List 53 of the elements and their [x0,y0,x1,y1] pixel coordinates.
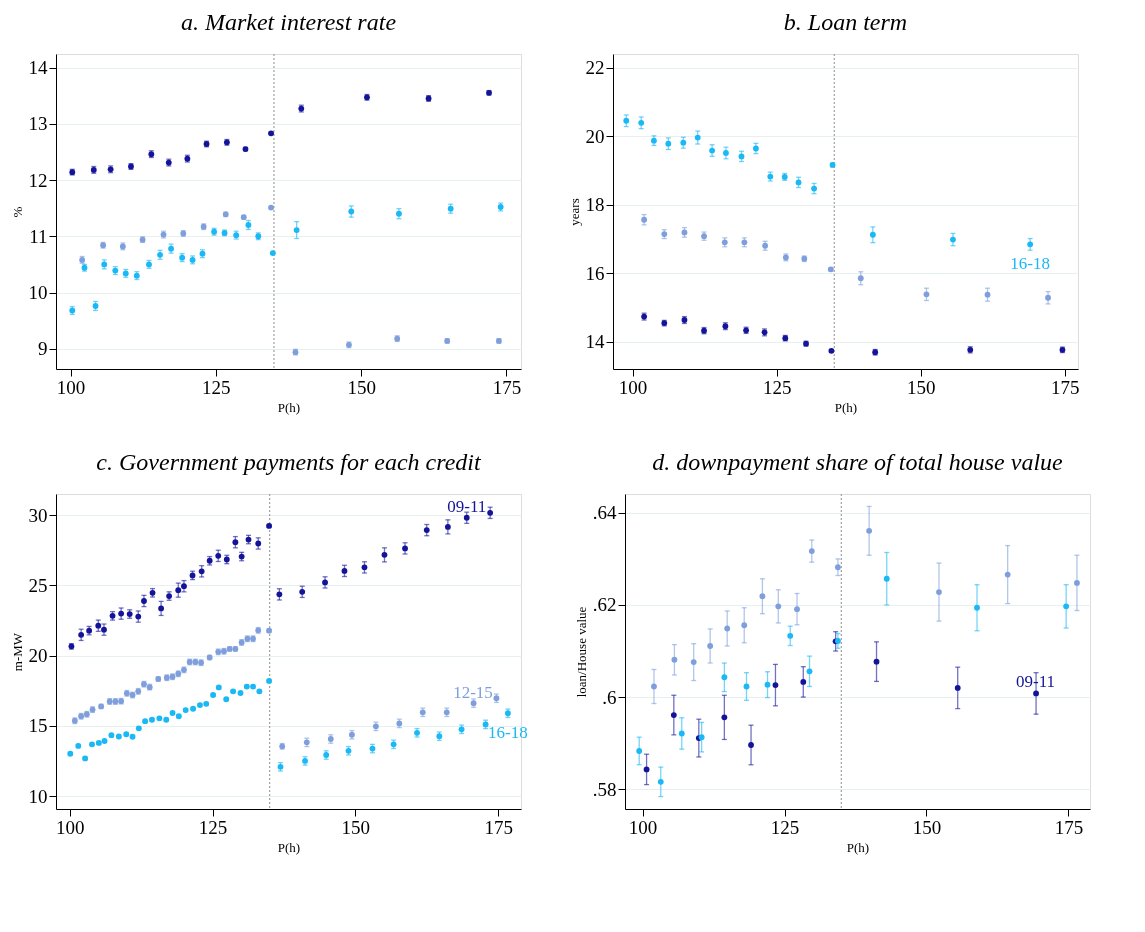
y-tick-label: .64 [592,502,617,524]
series-label: 16-18 [1010,254,1051,274]
annotation: 09-11 [447,496,487,516]
y-axis-title: years [566,198,582,226]
chart-title: d. downpayment share of total house value [652,449,1064,476]
y-axis-title: % [9,206,25,218]
x-tick-label: 125 [198,816,228,838]
x-tick-label: 100 [628,816,658,838]
x-tick-label: 100 [56,376,86,398]
y-tick-label: .58 [592,778,617,800]
y-tick-label: 12 [28,169,48,191]
x-axis-title: P(h) [277,839,301,855]
y-tick-label: 22 [585,57,605,79]
y-tick-label: 11 [29,225,48,247]
x-tick-label: 125 [770,816,800,838]
y-tick-label: 30 [28,504,48,526]
annotation: 12-15 [453,683,493,703]
chart-title: a. Market interest rate [180,9,397,36]
y-axis-title: loan/House value [573,606,589,698]
y-tick-label: 10 [28,785,48,807]
y-axis-title: m-MW [9,632,25,672]
x-tick-label: 150 [347,376,376,398]
y-tick-label: 10 [28,282,48,303]
y-tick-label: 20 [28,645,48,667]
y-tick-label: 25 [28,574,48,596]
x-tick-label: 175 [1054,816,1084,838]
x-tick-label: 175 [492,376,522,398]
y-tick-label: 18 [585,194,605,216]
x-tick-label: 100 [618,376,648,398]
x-tick-label: 175 [484,816,513,838]
chart-title: b. Loan term [783,9,908,36]
y-tick-label: 14 [28,57,48,78]
series-label: 16-18 [488,723,528,743]
chart-title: c. Government payments for each credit [96,449,482,476]
x-tick-label: 150 [341,816,371,838]
x-axis-title: P(h) [846,839,870,855]
y-tick-label: .6 [602,686,617,708]
x-tick-label: 175 [1051,376,1080,398]
x-tick-label: 125 [762,376,792,398]
x-axis-title: P(h) [277,399,301,415]
y-tick-label: 20 [585,125,605,147]
y-tick-label: 15 [28,715,48,737]
y-tick-label: .62 [592,594,617,616]
x-tick-label: 150 [906,376,936,398]
x-tick-label: 150 [912,816,942,838]
x-tick-label: 100 [55,816,85,838]
y-tick-label: 14 [585,331,605,353]
y-tick-label: 13 [28,113,48,135]
x-tick-label: 125 [202,376,231,398]
annotation: 09-11 [1015,672,1056,692]
y-tick-label: 9 [38,338,48,360]
x-axis-title: P(h) [834,399,858,415]
y-tick-label: 16 [585,262,605,284]
